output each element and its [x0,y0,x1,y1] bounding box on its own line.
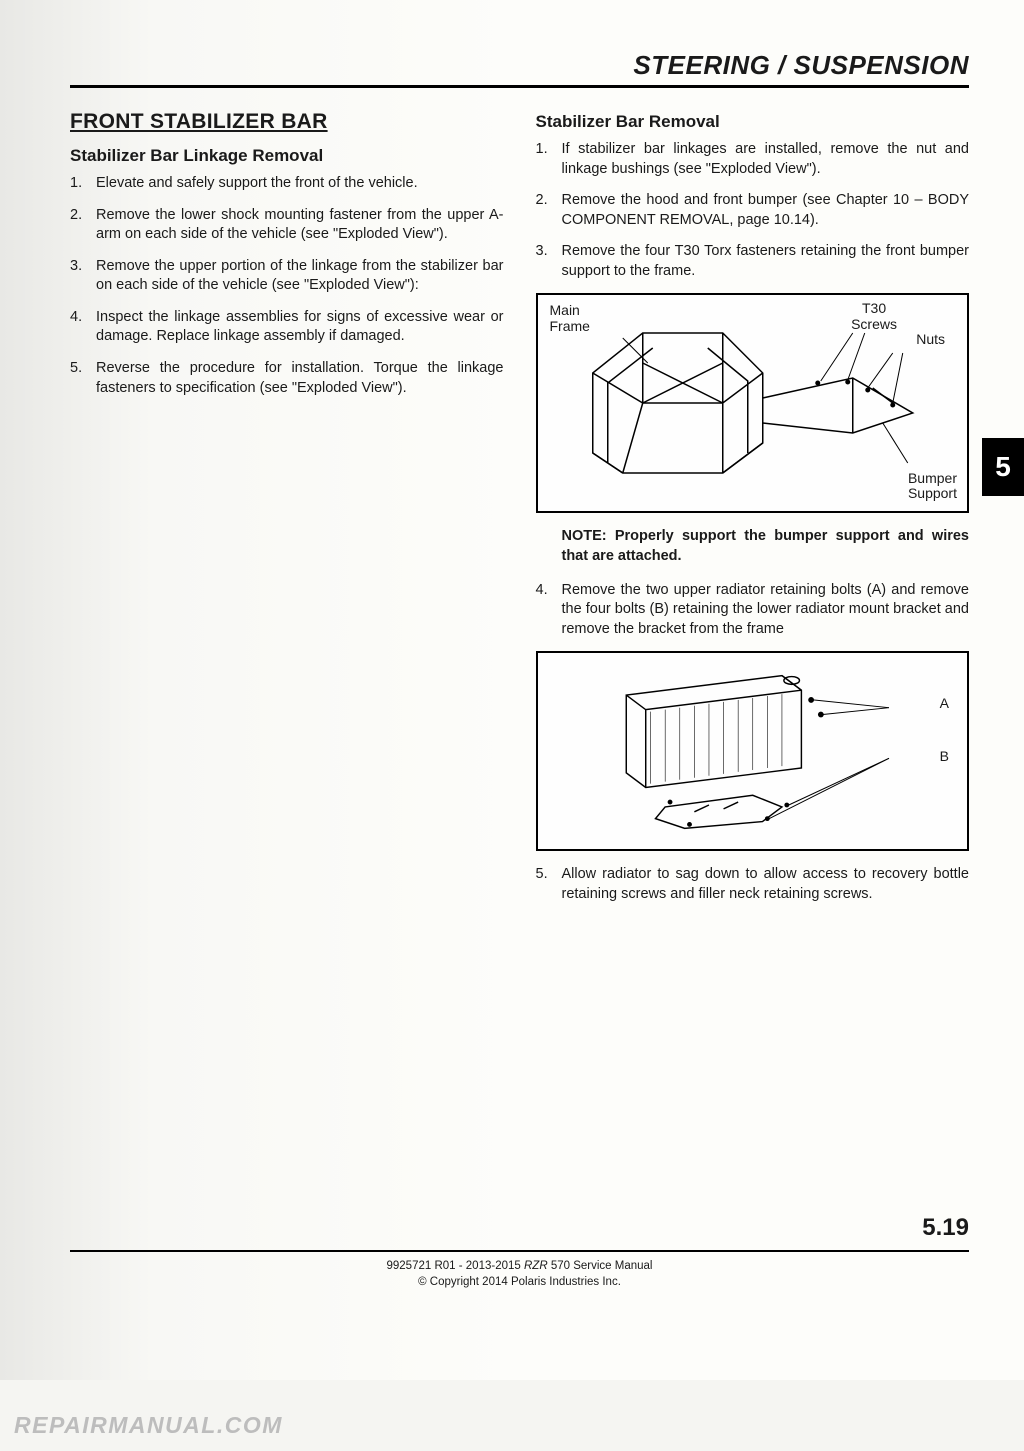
step-item: Remove the two upper radiator retaining … [536,581,970,640]
step-item: Allow radiator to sag down to allow acce… [536,865,970,904]
header-rule [70,85,969,88]
left-column: FRONT STABILIZER BAR Stabilizer Bar Link… [70,110,504,916]
note-text: NOTE: Properly support the bumper suppor… [562,527,970,566]
step-item: Remove the lower shock mounting fastener… [70,206,504,245]
footer-rule [70,1250,969,1252]
footer-doc-id: 9925721 R01 - 2013-2015 [387,1260,521,1272]
steps-right-1: If stabilizer bar linkages are installed… [536,140,970,281]
frame-diagram-svg [546,303,960,503]
step-item: If stabilizer bar linkages are installed… [536,140,970,179]
fig-label-text: Bumper Support [908,470,957,501]
step-item: Inspect the linkage assemblies for signs… [70,308,504,347]
steps-right-3: Allow radiator to sag down to allow acce… [536,865,970,904]
fig1-label-main-frame: Main Frame [550,303,590,334]
fig1-label-bumper: Bumper Support [908,471,957,502]
step-item: Remove the four T30 Torx fasteners retai… [536,242,970,281]
step-item: Remove the upper portion of the linkage … [70,257,504,296]
radiator-diagram-svg [546,661,960,841]
fig-label-text: Main Frame [550,302,590,333]
page-container: STEERING / SUSPENSION FRONT STABILIZER B… [0,0,1024,1380]
section-title: FRONT STABILIZER BAR [70,110,504,134]
fig2-label-a: A [940,695,949,711]
step-item: Remove the hood and front bumper (see Ch… [536,191,970,230]
footer-manual-title: RZR [524,1260,548,1272]
fig1-label-t30: T30 Screws [851,301,897,332]
figure-radiator: A B [536,651,970,851]
subsection-title-right: Stabilizer Bar Removal [536,112,970,132]
step-item: Elevate and safely support the front of … [70,174,504,194]
footer-copyright: © Copyright 2014 Polaris Industries Inc. [418,1276,621,1288]
steps-left: Elevate and safely support the front of … [70,174,504,398]
footer: 5.19 9925721 R01 - 2013-2015 RZR 570 Ser… [70,1250,969,1290]
step-item: Reverse the procedure for installation. … [70,359,504,398]
subsection-title-left: Stabilizer Bar Linkage Removal [70,146,504,166]
footer-text: 9925721 R01 - 2013-2015 RZR 570 Service … [70,1258,969,1290]
content-columns: FRONT STABILIZER BAR Stabilizer Bar Link… [70,110,969,916]
footer-manual-title2: 570 Service Manual [551,1260,653,1272]
fig2-label-b: B [940,748,949,764]
fig1-label-nuts: Nuts [916,331,945,347]
fig-label-text: T30 Screws [851,300,897,331]
figure-frame-bumper: Main Frame T30 Screws Nuts Bumper Suppor… [536,293,970,513]
page-number: 5.19 [922,1214,969,1242]
watermark: REPAIRMANUAL.COM [14,1412,283,1439]
right-column: Stabilizer Bar Removal If stabilizer bar… [536,110,970,916]
chapter-header: STEERING / SUSPENSION [70,50,969,81]
steps-right-2: Remove the two upper radiator retaining … [536,581,970,640]
chapter-tab: 5 [982,438,1024,496]
